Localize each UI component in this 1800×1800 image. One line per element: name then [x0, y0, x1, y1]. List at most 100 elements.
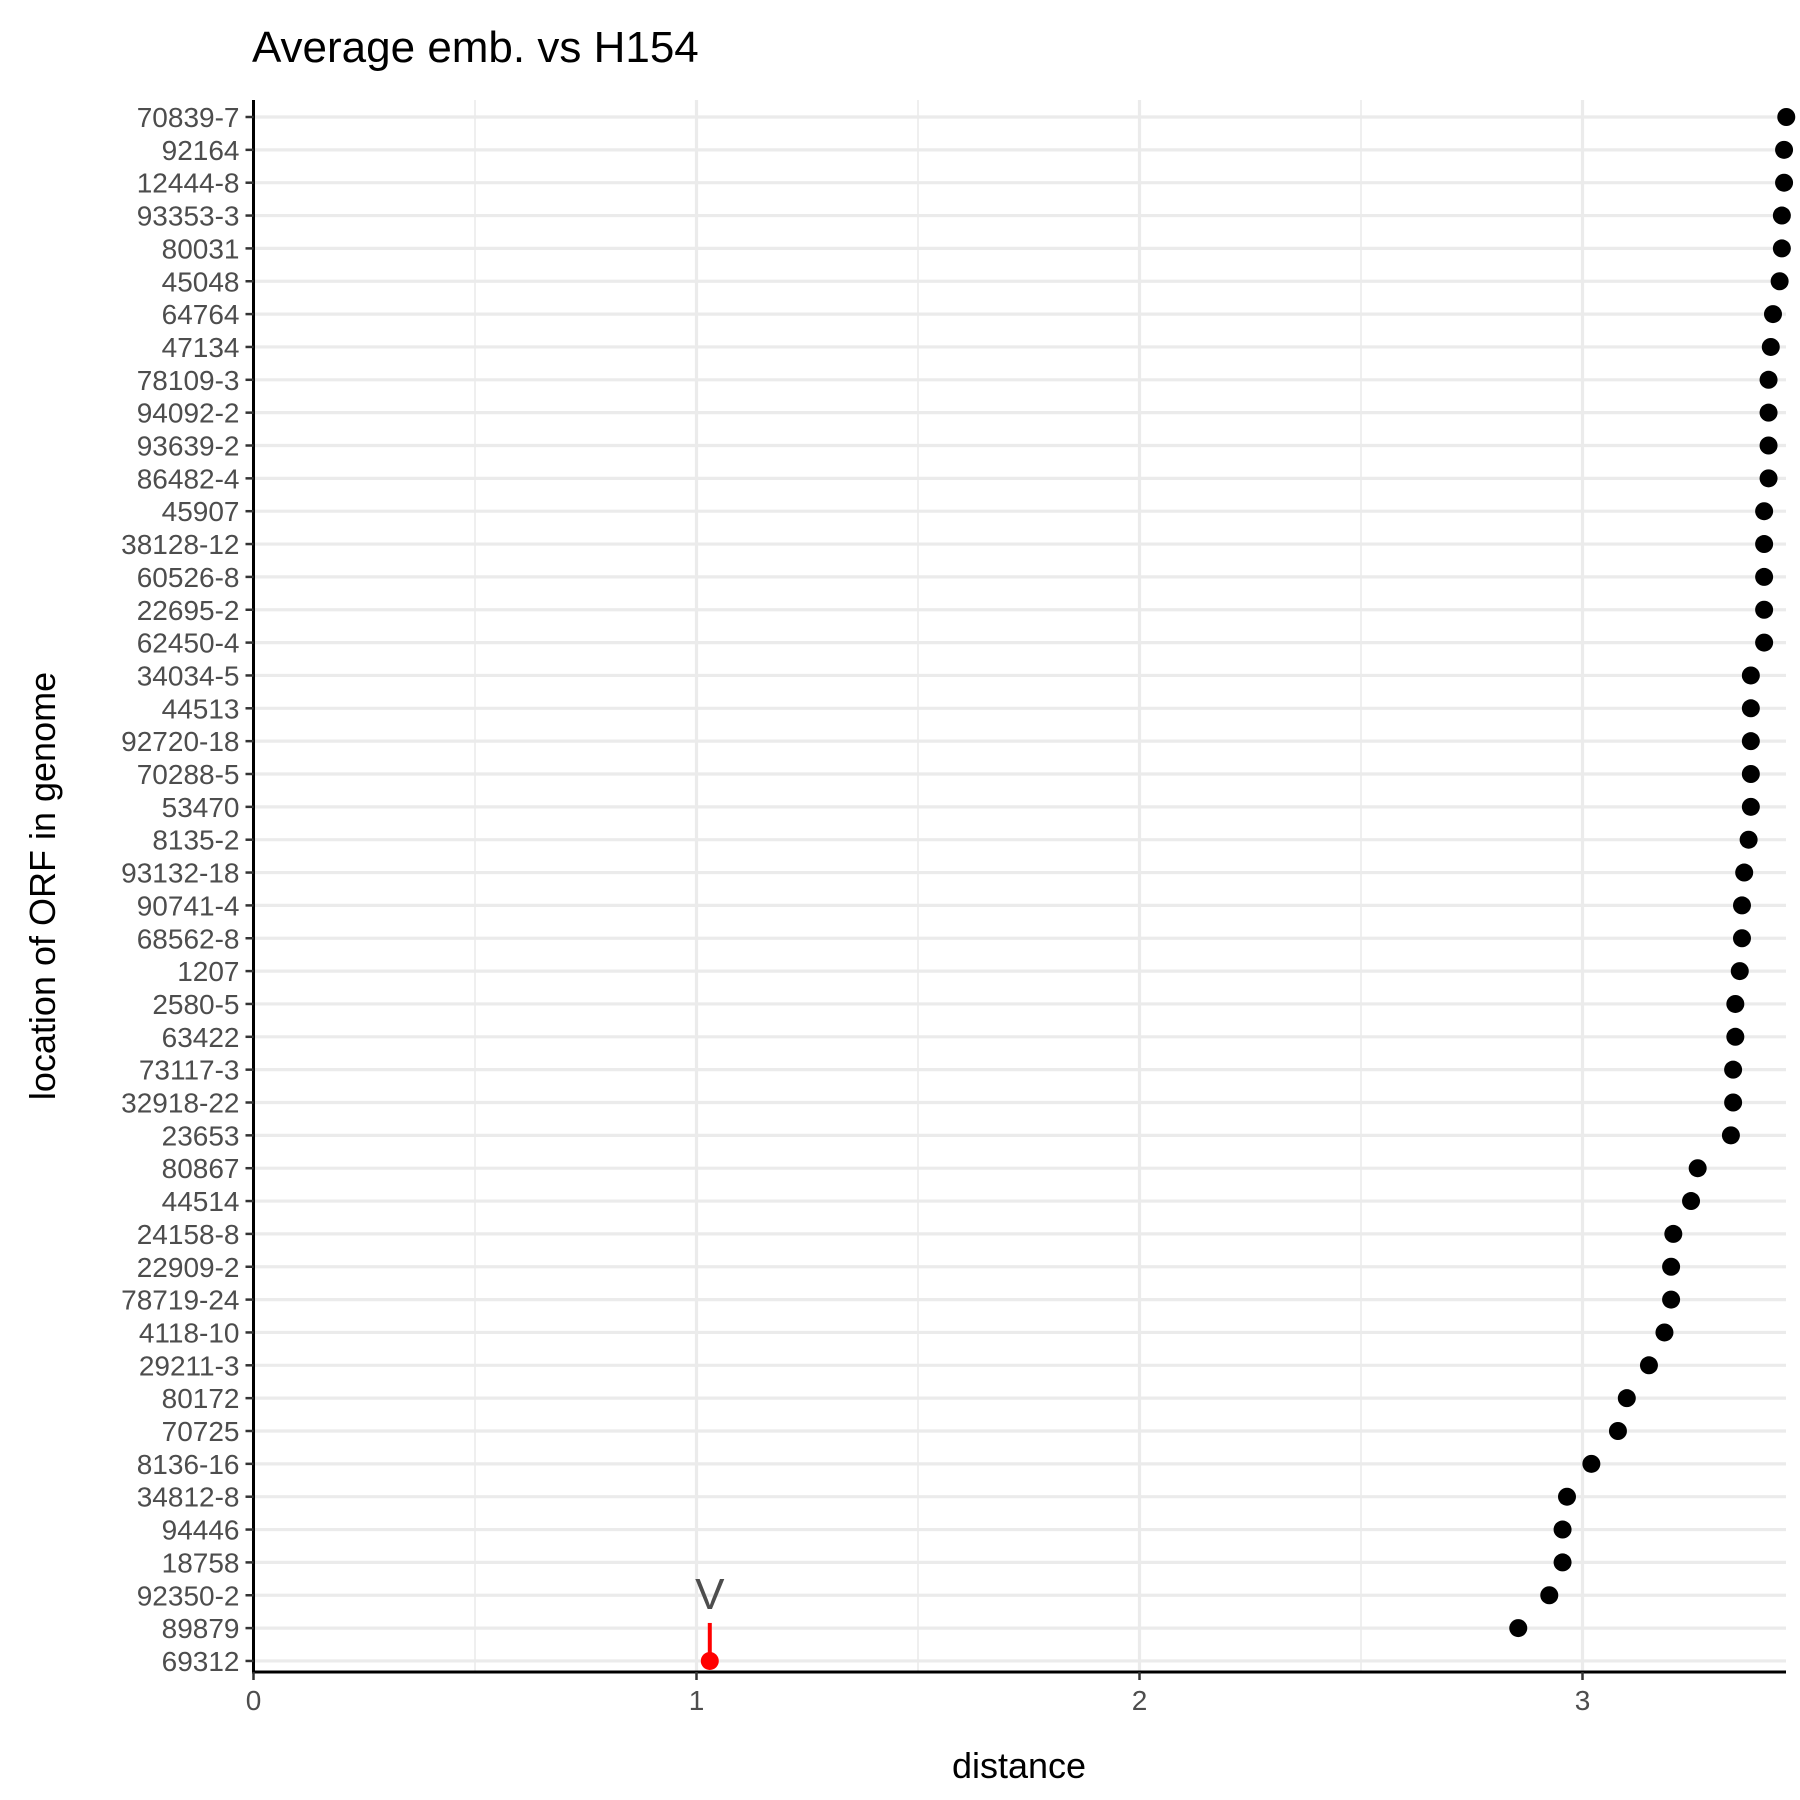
- y-tick-label: 89879: [162, 1613, 240, 1644]
- y-tick-label: 94446: [162, 1515, 240, 1546]
- data-point: [1724, 1093, 1743, 1112]
- y-tick-label: 38128-12: [121, 529, 239, 560]
- highlight-annotation: V: [695, 1570, 725, 1655]
- data-point: [1655, 1323, 1674, 1342]
- data-point: [1540, 1586, 1559, 1605]
- data-point: [1732, 929, 1751, 948]
- data-point: [1617, 1389, 1636, 1408]
- y-tick-label: 80172: [162, 1383, 240, 1414]
- y-tick-label: 32918-22: [121, 1088, 239, 1119]
- y-tick-label: 22909-2: [137, 1252, 240, 1283]
- y-tick-label: 29211-3: [139, 1350, 240, 1381]
- x-tick-label: 1: [689, 1685, 705, 1716]
- y-tick-labels: 70839-79216412444-893353-380031450486476…: [121, 102, 254, 1677]
- y-tick-label: 34812-8: [137, 1482, 240, 1513]
- y-tick-label: 73117-3: [139, 1055, 240, 1086]
- data-point: [1509, 1619, 1528, 1638]
- y-tick-label: 78109-3: [137, 365, 240, 396]
- y-tick-label: 34034-5: [137, 660, 240, 691]
- data-point: [1755, 567, 1774, 586]
- grid: [251, 100, 1786, 1672]
- data-point: [1721, 1126, 1740, 1145]
- x-tick-label: 0: [246, 1685, 262, 1716]
- y-tick-label: 23653: [162, 1120, 240, 1151]
- data-point: [1772, 206, 1791, 225]
- axes: [252, 100, 1786, 1674]
- highlight-annotation-label: V: [695, 1570, 725, 1619]
- data-point: [1739, 830, 1758, 849]
- y-tick-label: 8135-2: [152, 825, 239, 856]
- data-point: [1735, 863, 1754, 882]
- data-point: [1726, 1027, 1745, 1046]
- data-point: [1553, 1553, 1572, 1572]
- data-point: [1755, 502, 1774, 521]
- y-tick-label: 8136-16: [137, 1449, 240, 1480]
- y-tick-label: 24158-8: [137, 1219, 240, 1250]
- y-tick-label: 93639-2: [137, 431, 240, 462]
- data-point: [1553, 1520, 1572, 1539]
- data-point: [1763, 305, 1782, 324]
- data-point: [1682, 1192, 1701, 1211]
- data-point: [1662, 1257, 1681, 1276]
- data-point: [1741, 666, 1760, 685]
- y-tick-label: 64764: [162, 299, 240, 330]
- data-point: [1755, 633, 1774, 652]
- y-tick-label: 22695-2: [137, 595, 240, 626]
- y-tick-label: 18758: [162, 1547, 240, 1578]
- y-tick-label: 70839-7: [137, 102, 240, 133]
- y-tick-label: 80031: [162, 233, 240, 264]
- x-axis-title: distance: [952, 1745, 1086, 1786]
- y-tick-label: 94092-2: [137, 398, 240, 429]
- data-point: [1759, 469, 1778, 488]
- data-point: [1741, 765, 1760, 783]
- chart-title: Average emb. vs H154: [252, 23, 699, 72]
- y-tick-label: 93353-3: [137, 201, 240, 232]
- data-point: [1770, 272, 1789, 291]
- x-tick-labels: 0 1 2 3: [246, 1672, 1590, 1716]
- data-point: [1761, 337, 1780, 356]
- data-point: [1724, 1060, 1743, 1079]
- y-tick-label: 92720-18: [121, 726, 239, 757]
- y-tick-label: 53470: [162, 792, 240, 823]
- y-tick-label: 80867: [162, 1153, 240, 1184]
- y-tick-label: 44514: [162, 1186, 240, 1217]
- y-tick-label: 68562-8: [137, 923, 240, 954]
- data-point: [1741, 732, 1760, 751]
- data-point: [1732, 896, 1751, 915]
- data-point: [1775, 173, 1794, 192]
- data-point: [1759, 436, 1778, 455]
- y-tick-label: 47134: [162, 332, 240, 363]
- y-tick-label: 45048: [162, 266, 240, 297]
- y-tick-label: 62450-4: [137, 628, 240, 659]
- y-tick-label: 4118-10: [139, 1317, 240, 1348]
- data-point: [1741, 797, 1760, 816]
- data-point: [1688, 1159, 1707, 1178]
- y-axis-title: location of ORF in genome: [22, 672, 63, 1100]
- data-point: [1741, 699, 1760, 718]
- data-point: [1662, 1290, 1681, 1309]
- y-tick-label: 44513: [162, 693, 240, 724]
- y-tick-label: 92164: [162, 135, 240, 166]
- y-tick-label: 12444-8: [137, 168, 240, 199]
- data-point: [1557, 1487, 1576, 1506]
- y-tick-label: 90741-4: [137, 890, 240, 921]
- data-points: [700, 108, 1796, 1670]
- data-point: [1664, 1224, 1683, 1243]
- data-point: [1582, 1454, 1601, 1473]
- highlighted-data-point: [700, 1651, 719, 1670]
- y-tick-label: 70725: [162, 1416, 240, 1447]
- y-tick-label: 69312: [162, 1646, 240, 1677]
- data-point: [1772, 239, 1791, 258]
- data-point: [1755, 600, 1774, 619]
- y-tick-label: 86482-4: [137, 463, 240, 494]
- data-point: [1777, 108, 1796, 126]
- y-tick-label: 93132-18: [121, 858, 239, 889]
- y-tick-label: 60526-8: [137, 562, 240, 593]
- data-point: [1775, 140, 1794, 159]
- data-point: [1759, 370, 1778, 389]
- y-tick-label: 45907: [162, 496, 240, 527]
- y-tick-label: 70288-5: [137, 759, 240, 790]
- y-tick-label: 2580-5: [152, 989, 239, 1020]
- y-tick-label: 78719-24: [121, 1285, 239, 1316]
